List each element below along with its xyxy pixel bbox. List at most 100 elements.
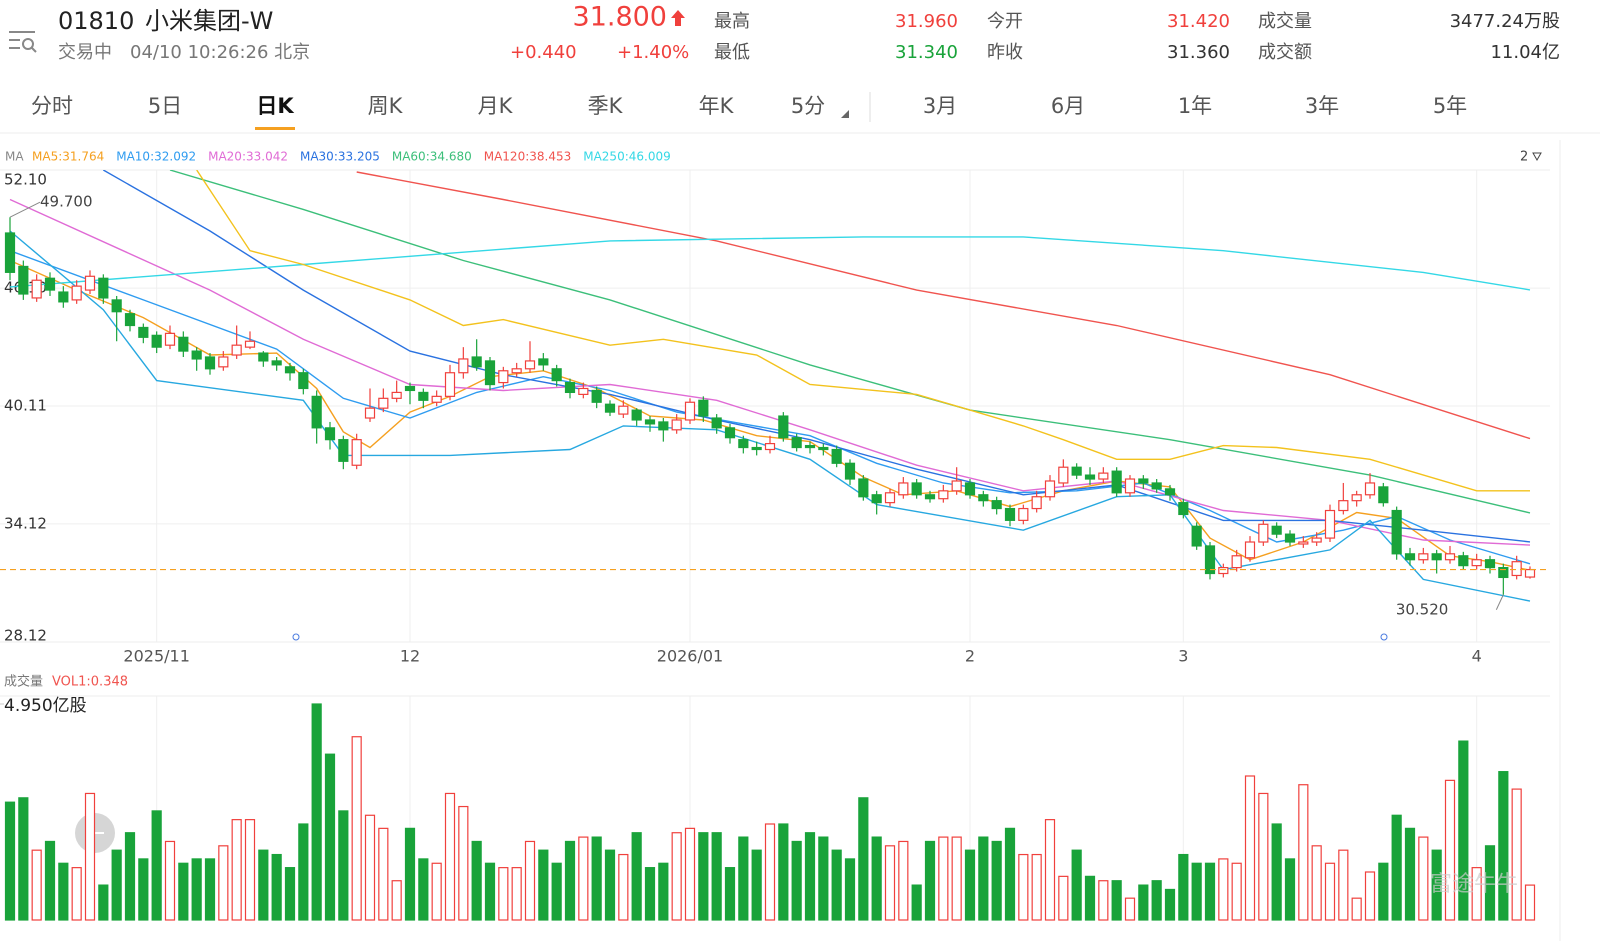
tab[interactable]: 季K: [588, 94, 624, 118]
x-tick-label: 12: [400, 647, 420, 666]
toggle[interactable]: 2: [1520, 150, 1528, 165]
volume-bar: [351, 736, 362, 921]
volume-bar: [1058, 875, 1069, 921]
volume-bar: [778, 823, 789, 921]
volume-bar: [84, 792, 96, 921]
volume-bar: [1031, 853, 1042, 921]
tab[interactable]: 1年: [1178, 94, 1212, 118]
status: 交易中: [58, 42, 112, 63]
volume-bar: [164, 840, 176, 921]
volume-bar: [1498, 771, 1509, 921]
candle-body: [311, 395, 322, 429]
volume-bar: [231, 819, 242, 921]
volume-bar: [1191, 862, 1202, 921]
volume-bar: [898, 840, 909, 921]
volume-bar: [1298, 784, 1309, 921]
candle-body: [1484, 559, 1496, 569]
candle-body: [31, 279, 42, 299]
change: +0.440: [510, 42, 577, 63]
ma-line: [9, 198, 1531, 546]
stat-value: 31.960: [895, 11, 958, 32]
stat-label: 今开: [987, 11, 1023, 32]
tab[interactable]: 分时: [31, 94, 73, 118]
tab[interactable]: 6月: [1051, 94, 1085, 118]
ma-line: [356, 171, 1531, 440]
candle-body: [471, 356, 482, 368]
candle-body: [884, 492, 896, 504]
candle-body: [378, 397, 389, 409]
candle-body: [1444, 553, 1456, 561]
volume-bar: [364, 814, 376, 921]
volume-bar: [924, 840, 936, 921]
candle-body: [204, 356, 216, 370]
candle-body: [1044, 480, 1056, 498]
candle-body: [524, 360, 536, 370]
legend-entry: MA20:33.042: [208, 150, 288, 164]
volume-bar: [1391, 814, 1402, 921]
volume-bar: [1138, 884, 1149, 921]
candle-body: [724, 427, 736, 439]
tab[interactable]: 5日: [148, 94, 182, 118]
candle-body: [1298, 541, 1309, 545]
candle-body: [1498, 566, 1509, 579]
candle-body: [98, 277, 109, 299]
candle-body: [124, 313, 136, 327]
candle-body: [484, 360, 496, 386]
toggle-caret[interactable]: [1532, 152, 1542, 162]
menu-icon[interactable]: [9, 31, 37, 53]
ma-line: [102, 170, 1531, 543]
volume-bar: [98, 884, 109, 921]
candle-body: [1031, 496, 1042, 510]
annotation-leader: [9, 201, 41, 218]
tab[interactable]: 5分: [791, 94, 825, 118]
tab[interactable]: 周K: [368, 94, 404, 118]
candle-body: [844, 462, 856, 480]
tab[interactable]: 5年: [1433, 94, 1467, 118]
volume-bar: [738, 836, 749, 921]
volume-tick-label: 4.950亿股: [4, 696, 87, 716]
x-tick-label: 3: [1178, 647, 1188, 666]
stat-label: 成交量: [1258, 11, 1312, 32]
candle-body: [911, 482, 922, 496]
volume-bar: [1311, 845, 1322, 921]
time: 04/10 10:26:26 北京: [130, 42, 310, 63]
tab[interactable]: 日K: [256, 94, 294, 118]
candle-body: [498, 370, 509, 384]
volume-bar: [1018, 853, 1029, 921]
volume-bar: [204, 858, 216, 921]
volume-bar: [618, 853, 629, 921]
tab[interactable]: 3月: [923, 94, 957, 118]
candle-body: [338, 439, 349, 462]
tab[interactable]: 年K: [699, 94, 735, 118]
stat-value: 31.360: [1167, 42, 1230, 63]
candle-body: [551, 368, 562, 382]
volume-bar: [644, 867, 656, 921]
volume-bar: [31, 849, 42, 921]
legend-entry: MA120:38.453: [484, 150, 572, 164]
candle-body: [1018, 507, 1029, 521]
x-tick-label: 2026/01: [657, 647, 723, 666]
candle-body: [1151, 482, 1162, 490]
volume-bar: [138, 858, 149, 921]
volume-bar: [724, 867, 736, 921]
event-dot[interactable]: [292, 633, 300, 641]
volume-bar: [391, 880, 402, 921]
volume-bar: [1404, 827, 1416, 921]
candle-body: [1311, 537, 1322, 543]
candle-body: [564, 381, 576, 394]
stat-value: 11.04亿: [1490, 42, 1560, 63]
candle-body: [1351, 494, 1362, 502]
volume-bar: [884, 845, 896, 921]
legend-entry: MA10:32.092: [116, 150, 196, 164]
volume-bar: [564, 840, 576, 921]
y-tick-label: 52.10: [4, 171, 47, 189]
candle-body: [951, 480, 962, 492]
tab[interactable]: 月K: [478, 94, 514, 118]
tab[interactable]: 3年: [1305, 94, 1339, 118]
legend-entry: MA5:31.764: [32, 150, 104, 164]
event-dot[interactable]: [1380, 633, 1388, 641]
candle-body: [164, 332, 176, 346]
candle-body: [898, 482, 909, 496]
volume-bar: [1418, 836, 1429, 921]
